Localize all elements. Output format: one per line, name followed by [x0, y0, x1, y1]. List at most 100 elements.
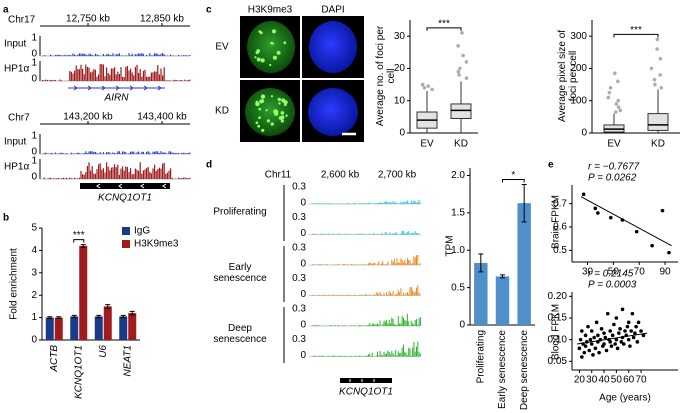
signal: [69, 54, 71, 56]
focus: [255, 50, 260, 55]
signal: [365, 263, 367, 265]
signal: [109, 74, 111, 81]
signal: [58, 54, 60, 56]
signal: [419, 263, 421, 265]
signal: [112, 68, 114, 81]
signal: [130, 151, 132, 154]
signal: [416, 233, 417, 235]
signal: [133, 151, 135, 154]
signal: [416, 255, 417, 265]
nucleus: [308, 88, 358, 136]
signal: [413, 233, 415, 235]
signal: [396, 203, 398, 204]
coordinate: 12,850 kb: [140, 14, 184, 25]
signal: [130, 68, 132, 81]
signal: [130, 168, 132, 179]
point: [594, 320, 599, 325]
signal: [90, 72, 92, 81]
signal: [125, 152, 127, 154]
signal: [149, 152, 151, 154]
signal: [410, 263, 412, 265]
focus: [261, 128, 265, 132]
signal: [189, 152, 191, 154]
outlier: [460, 31, 464, 35]
signal: [182, 177, 184, 179]
signal: [187, 178, 189, 179]
signal: [123, 170, 125, 179]
error-bar: [500, 274, 505, 279]
signal: [390, 233, 391, 235]
coordinate: 2,700 kb: [378, 170, 417, 181]
x-tick-label: 30: [582, 267, 594, 278]
y-axis-label: Blood FPKM: [550, 303, 562, 361]
signal: [66, 177, 68, 179]
error-bar: [96, 314, 102, 319]
signal: [360, 203, 362, 204]
signal: [184, 55, 186, 56]
focus: [254, 56, 257, 59]
signal: [332, 294, 334, 296]
signal: [314, 233, 316, 235]
signal: [323, 203, 325, 204]
signal: [94, 151, 96, 154]
x-tick-label: ACTB: [49, 345, 60, 373]
signal: [70, 152, 72, 154]
signal: [392, 233, 394, 235]
signal: [367, 354, 369, 357]
signal: [61, 178, 63, 179]
signal: [96, 54, 98, 56]
signal: [86, 67, 88, 81]
signal: [393, 233, 395, 235]
signal: [123, 76, 125, 81]
x-tick-label: 20: [574, 375, 586, 386]
track-scale: 0: [31, 172, 37, 183]
gene-arrow: [162, 183, 167, 189]
signal: [380, 294, 382, 296]
signal: [406, 200, 408, 204]
signal: [364, 203, 365, 204]
signal: [110, 68, 112, 81]
signal: [80, 64, 82, 81]
error-bar: [129, 310, 135, 316]
signal: [418, 352, 420, 357]
signal: [367, 202, 369, 204]
signal: [401, 347, 403, 357]
point: [589, 329, 594, 333]
signal: [150, 173, 152, 179]
panel-label: c: [206, 5, 212, 16]
signal: [162, 53, 164, 56]
signal: [386, 201, 388, 204]
signal: [327, 355, 329, 357]
signal: [88, 53, 90, 56]
signal: [176, 152, 178, 154]
track-scale: 0.3: [292, 182, 306, 193]
signal: [395, 201, 397, 204]
focus: [272, 55, 277, 60]
signal: [78, 153, 80, 154]
point: [593, 206, 598, 211]
coordinate: 12,750 kb: [66, 14, 110, 25]
signal: [150, 72, 152, 81]
signal: [42, 79, 44, 81]
significance: ***: [438, 19, 450, 30]
signal: [366, 294, 368, 296]
signal: [409, 348, 411, 357]
signal: [319, 233, 321, 235]
signal: [152, 72, 154, 81]
signal: [48, 80, 50, 81]
significance-bracket: [502, 178, 525, 183]
signal: [45, 152, 47, 154]
signal: [53, 178, 55, 179]
point: [581, 192, 586, 197]
track-scale: 0: [300, 320, 306, 331]
signal: [390, 354, 391, 357]
signal: [83, 74, 85, 81]
track-scale: 0: [31, 147, 37, 158]
signal: [54, 178, 56, 179]
signal: [74, 70, 76, 81]
track-scale: 0: [300, 228, 306, 239]
signal: [384, 321, 386, 326]
signal: [106, 152, 108, 154]
signal: [157, 53, 159, 56]
